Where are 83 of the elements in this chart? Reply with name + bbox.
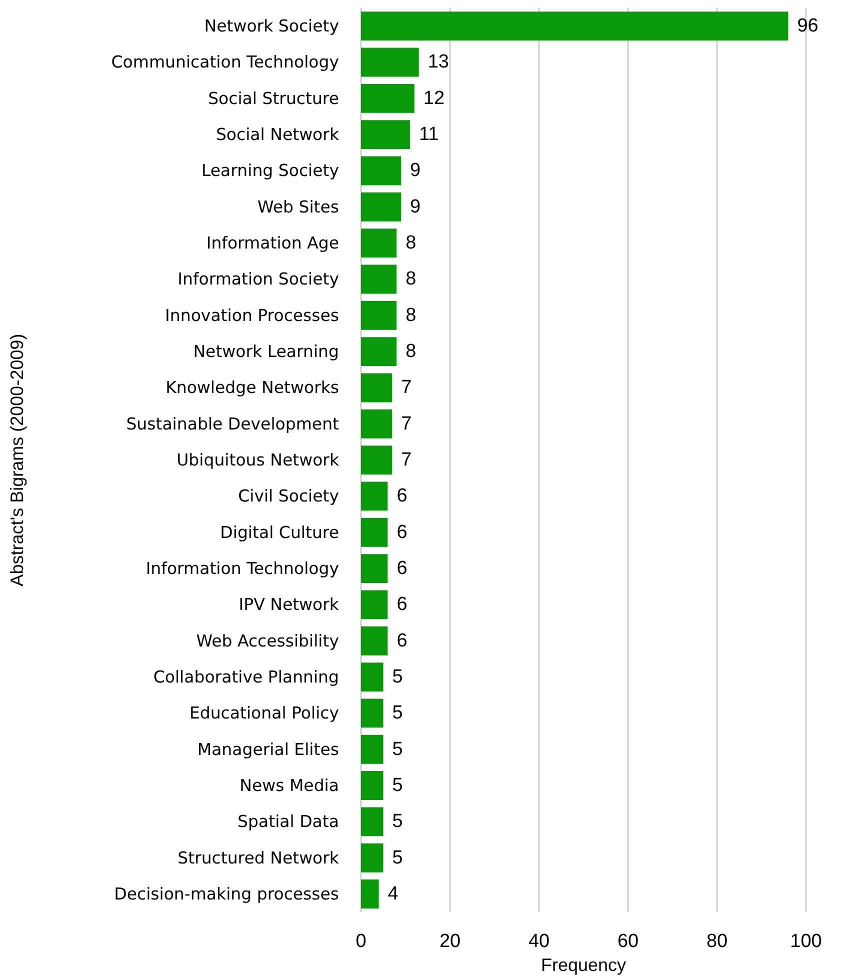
- data-label: 11: [418, 124, 439, 146]
- y-tick-label: Decision-making processes: [114, 884, 339, 904]
- bar: [361, 590, 388, 620]
- data-label: 6: [396, 522, 408, 543]
- bar: [361, 734, 384, 764]
- data-label: 5: [392, 738, 403, 760]
- data-label: 5: [392, 702, 403, 724]
- bar: [361, 12, 788, 41]
- y-tick-label: Web Accessibility: [196, 631, 340, 650]
- y-tick-label: Structured Network: [178, 848, 340, 868]
- bar: [361, 880, 379, 908]
- bar: [361, 300, 397, 330]
- bar: [361, 771, 384, 800]
- x-tick-label: 100: [790, 931, 822, 952]
- y-tick-label: IPV Network: [238, 595, 340, 614]
- bar: [361, 807, 384, 836]
- data-label: 9: [410, 196, 421, 218]
- bar: [361, 843, 384, 872]
- y-tick-label: Ubiquitous Network: [176, 450, 340, 470]
- data-label: 6: [396, 486, 408, 507]
- bar: [361, 373, 392, 402]
- y-tick-label: Information Age: [206, 234, 339, 253]
- data-label: 96: [797, 16, 818, 37]
- data-label: 7: [401, 450, 412, 471]
- y-tick-label: Managerial Elites: [197, 740, 339, 759]
- bar: [361, 120, 410, 150]
- x-tick-label: 80: [706, 931, 728, 952]
- y-tick-label: Information Technology: [146, 559, 340, 578]
- x-tick-label: 40: [528, 931, 550, 952]
- x-tick-label: 60: [617, 931, 639, 952]
- y-tick-label: Network Society: [204, 16, 340, 36]
- bar: [361, 518, 388, 547]
- y-axis-title: Abstract's Bigrams (2000-2009): [7, 334, 27, 586]
- data-label: 6: [396, 630, 408, 652]
- y-tick-label: Social Structure: [208, 88, 339, 108]
- x-axis-title: Frequency: [540, 955, 626, 975]
- y-tick-label: Social Network: [216, 125, 340, 144]
- data-label: 7: [401, 413, 412, 434]
- y-tick-label: Learning Society: [202, 161, 340, 180]
- y-tick-label: Educational Policy: [189, 704, 340, 723]
- y-tick-label: Communication Technology: [111, 52, 340, 72]
- bar: [361, 698, 384, 728]
- bar: [361, 192, 402, 222]
- y-tick-label: News Media: [240, 776, 339, 796]
- data-label: 4: [388, 884, 399, 905]
- bar: [361, 409, 392, 438]
- bar: [361, 337, 397, 366]
- bar: [361, 554, 388, 584]
- y-tick-label: Sustainable Development: [126, 414, 340, 434]
- data-label: 9: [410, 160, 421, 182]
- x-tick-label: 20: [439, 931, 461, 952]
- bar: [361, 264, 397, 294]
- y-tick-label: Digital Culture: [220, 522, 339, 542]
- data-label: 5: [392, 666, 403, 688]
- y-tick-label: Innovation Processes: [165, 306, 339, 325]
- y-tick-label: Knowledge Networks: [166, 378, 339, 398]
- bar: [361, 662, 384, 692]
- y-tick-label: Web Sites: [258, 197, 339, 216]
- y-tick-label: Information Society: [178, 270, 340, 289]
- data-label: 12: [423, 88, 445, 109]
- data-label: 8: [406, 268, 416, 290]
- data-label: 6: [396, 594, 408, 616]
- data-label: 5: [392, 811, 403, 832]
- data-label: 7: [401, 377, 412, 398]
- bar: [361, 228, 397, 258]
- data-label: 8: [406, 341, 416, 362]
- bar: [361, 156, 402, 186]
- data-label: 8: [406, 232, 416, 254]
- data-label: 8: [406, 304, 416, 326]
- x-tick-label: 0: [356, 931, 366, 952]
- y-tick-label: Civil Society: [238, 486, 340, 506]
- bar: [361, 482, 388, 511]
- data-label: 5: [392, 775, 403, 796]
- bar: [361, 48, 419, 77]
- data-label: 5: [392, 847, 403, 868]
- data-label: 6: [396, 558, 408, 580]
- bar: [361, 446, 392, 475]
- bar: [361, 626, 388, 656]
- y-tick-label: Collaborative Planning: [153, 668, 339, 687]
- y-tick-label: Network Learning: [193, 342, 339, 362]
- y-tick-label: Spatial Data: [238, 812, 339, 832]
- bar: [361, 84, 414, 113]
- data-label: 13: [428, 52, 449, 73]
